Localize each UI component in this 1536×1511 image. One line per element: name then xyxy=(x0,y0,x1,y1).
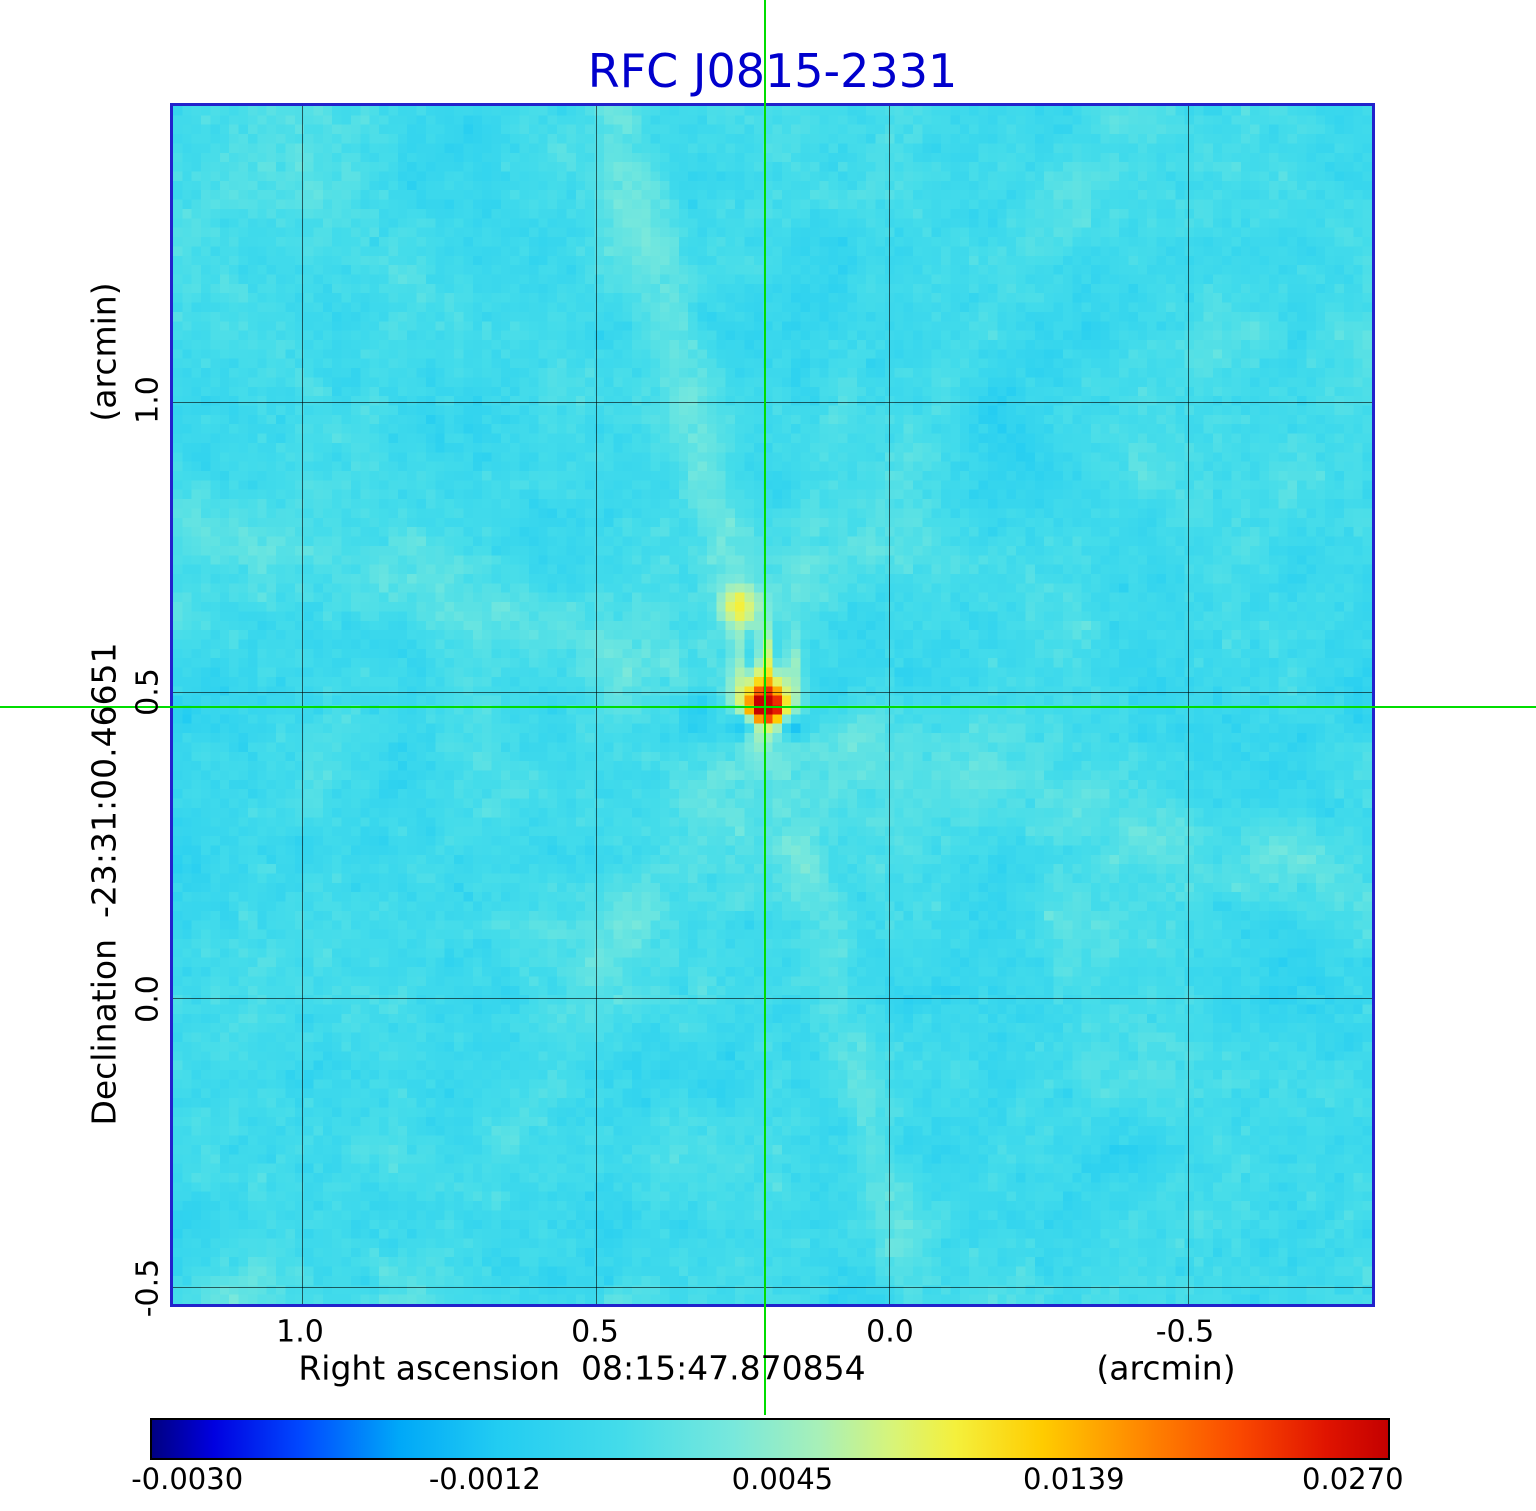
colorbar-tick-label: -0.0030 xyxy=(131,1462,244,1496)
grid-line-vertical xyxy=(595,106,597,1304)
grid-line-horizontal xyxy=(173,692,1372,694)
y-axis-unit-label: (arcmin) xyxy=(84,282,124,422)
x-axis-title: Right ascension 08:15:47.870854 xyxy=(298,1348,866,1388)
colorbar-tick-label: 0.0045 xyxy=(731,1462,834,1496)
x-axis-unit-label: (arcmin) xyxy=(1096,1348,1236,1388)
x-tick-label: 1.0 xyxy=(276,1314,324,1350)
grid-line-horizontal xyxy=(173,997,1372,999)
y-tick-label: 0.0 xyxy=(130,975,166,1023)
y-tick-label: 0.5 xyxy=(130,668,166,716)
crosshair-horizontal-line xyxy=(0,706,1536,708)
grid-line-vertical xyxy=(302,106,304,1304)
colorbar-gradient xyxy=(152,1420,1388,1458)
colorbar-labels: -0.0030 -0.0012 0.0045 0.0139 0.0270 xyxy=(131,1462,1403,1502)
y-tick-label: -0.5 xyxy=(130,1258,166,1318)
colorbar xyxy=(150,1418,1390,1460)
x-tick-label: 0.5 xyxy=(571,1314,619,1350)
plot-area xyxy=(170,103,1375,1307)
plot-title: RFC J0815-2331 xyxy=(587,44,958,98)
y-axis-title: Declination -23:31:00.46651 xyxy=(84,642,124,1126)
colorbar-tick-label: -0.0012 xyxy=(428,1462,541,1496)
colorbar-tick-label: 0.0139 xyxy=(1023,1462,1125,1496)
y-tick-label: 1.0 xyxy=(130,376,166,424)
grid-line-vertical xyxy=(1187,106,1189,1304)
x-tick-label: 0.0 xyxy=(866,1314,914,1350)
colorbar-tick-label: 0.0270 xyxy=(1302,1462,1404,1496)
grid-line-vertical xyxy=(889,106,891,1304)
grid-line-horizontal xyxy=(173,401,1372,403)
grid-line-horizontal xyxy=(173,1287,1372,1289)
x-tick-label: -0.5 xyxy=(1155,1314,1215,1350)
sky-image-canvas[interactable] xyxy=(173,106,1372,1304)
